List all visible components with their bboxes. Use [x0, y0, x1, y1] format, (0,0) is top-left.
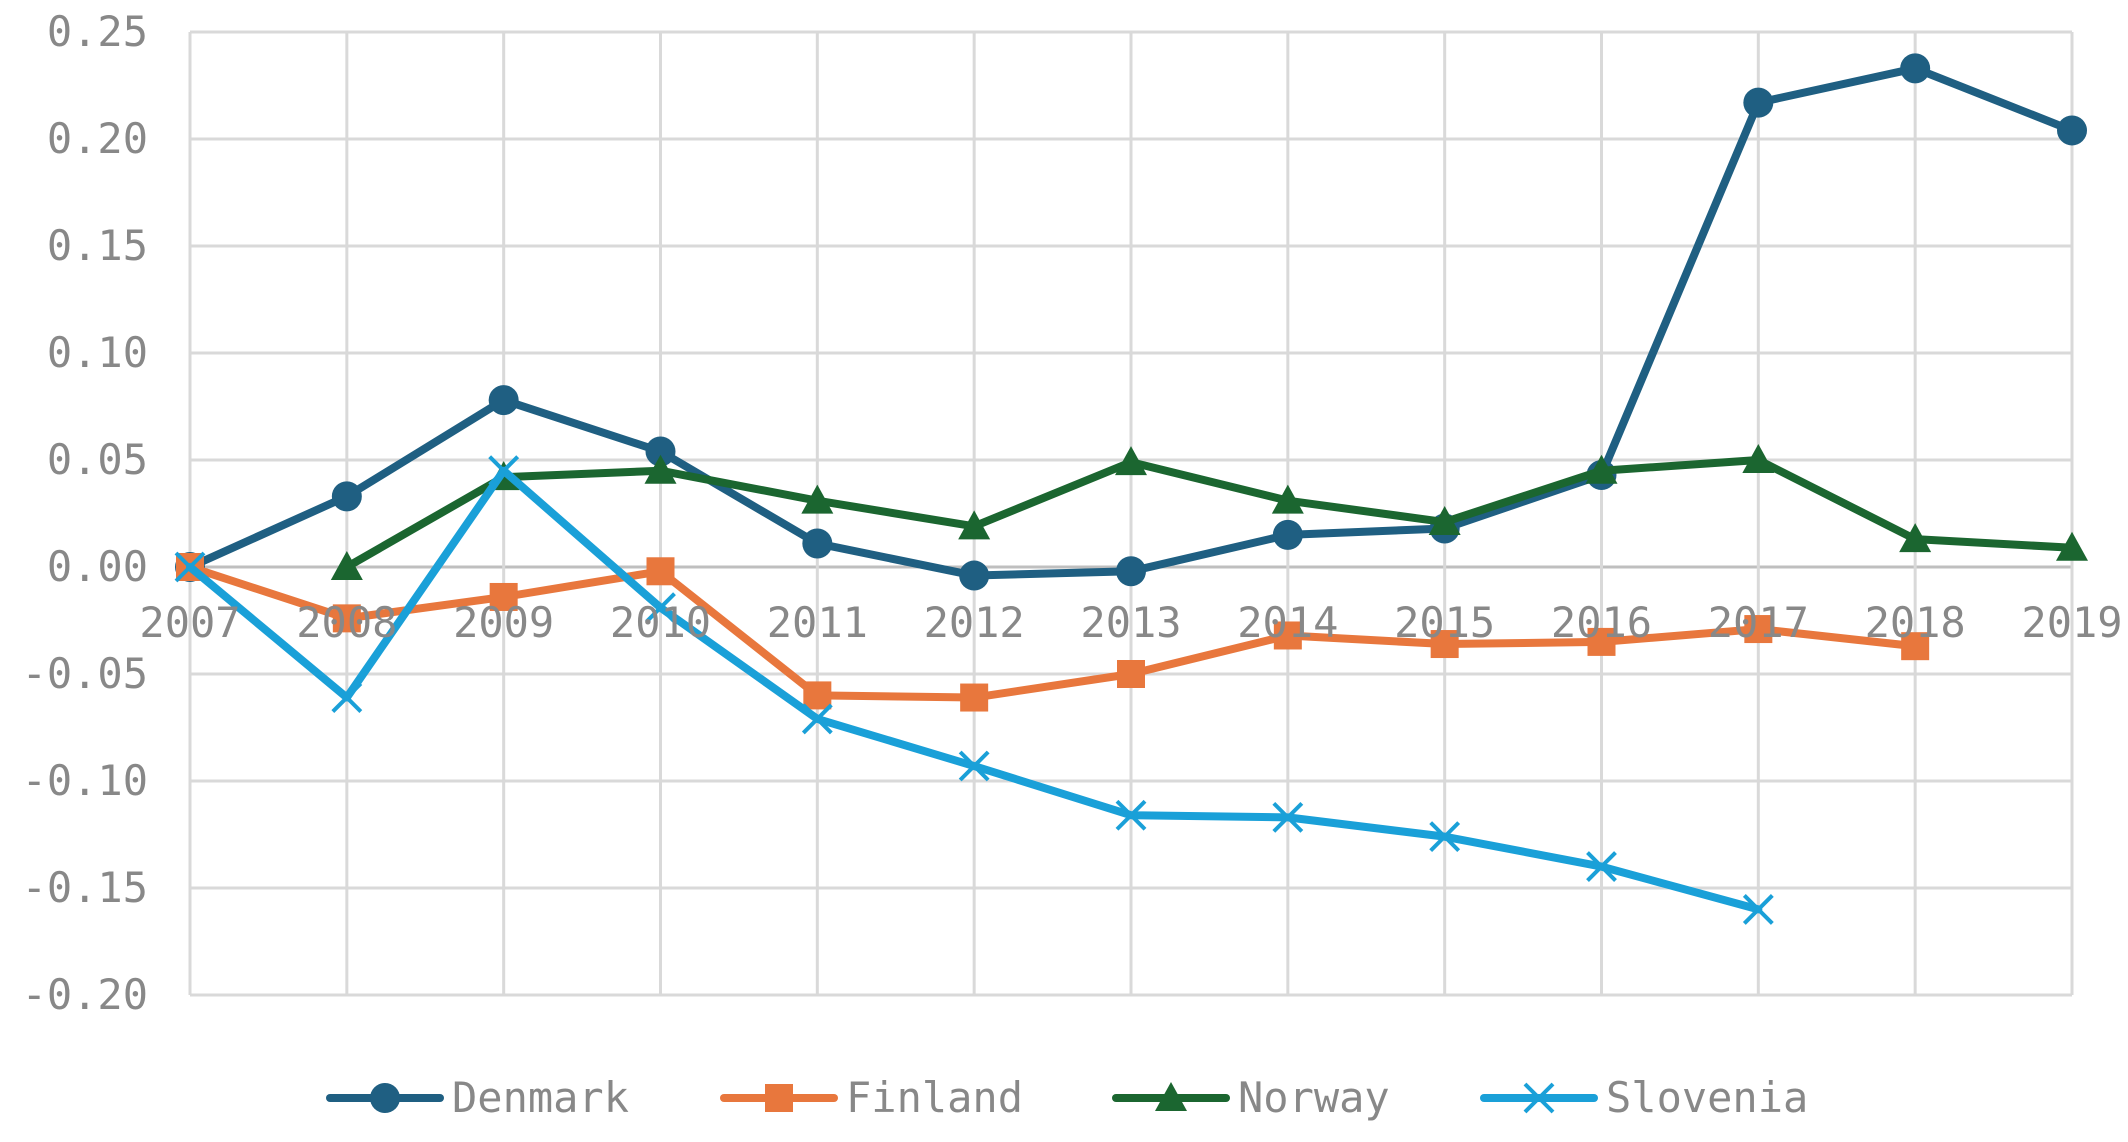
finland-point	[1587, 627, 1616, 656]
finland-line	[186, 563, 1920, 702]
slovenia-point	[331, 682, 363, 713]
norway-point	[2056, 531, 2088, 561]
finland-point	[646, 557, 675, 586]
finland-point	[489, 582, 518, 611]
norway-point	[1899, 523, 1932, 553]
denmark-point	[1900, 53, 1931, 84]
x-tick-label: 2015	[1394, 598, 1495, 647]
norway-point	[644, 454, 677, 484]
y-tick-label: 0.25	[47, 7, 148, 56]
norway-point	[1115, 446, 1147, 476]
denmark-point	[802, 528, 833, 559]
x-tick-label: 2008	[296, 598, 397, 647]
y-tick-label: 0.05	[47, 435, 148, 484]
y-tick-label: 0.10	[47, 328, 148, 377]
denmark-point	[331, 481, 362, 512]
legend-item-finland: Finland	[720, 1073, 1023, 1122]
legend-marker	[1523, 1082, 1555, 1114]
denmark-point	[1743, 87, 1774, 118]
legend-marker	[1155, 1082, 1187, 1111]
legend: Denmark Finland Norway Slovenia	[326, 1073, 1808, 1122]
norway-point	[1271, 484, 1304, 514]
legend-item-denmark: Denmark	[326, 1073, 629, 1122]
finland-point	[1273, 621, 1302, 650]
slovenia-point	[488, 455, 520, 487]
slovenia-point	[801, 703, 833, 735]
slovenia-point	[1586, 851, 1617, 883]
x-tick-label: 2007	[139, 598, 240, 647]
denmark-point	[959, 560, 990, 591]
legend-label: Finland	[846, 1073, 1023, 1122]
x-tick-label: 2009	[453, 598, 554, 647]
norway-point	[1428, 506, 1461, 536]
finland-point	[1430, 630, 1459, 659]
x-tick-label: 2018	[1865, 598, 1966, 647]
legend-label: Slovenia	[1606, 1073, 1808, 1122]
finland-point	[332, 604, 361, 633]
y-tick-label: -0.15	[22, 863, 148, 912]
slovenia-point	[1272, 801, 1304, 833]
x-tick-label: 2011	[767, 598, 868, 647]
x-tick-label: 2010	[610, 598, 711, 647]
y-tick-label: 0.15	[47, 221, 148, 270]
denmark-point	[488, 385, 519, 416]
x-axis: 2007 2008 2009 2010 2011 2012 2013 2014 2015 2016…	[139, 598, 2122, 647]
series-slovenia	[174, 455, 1774, 925]
slovenia-point	[1742, 893, 1774, 925]
slovenia-point	[1115, 799, 1147, 831]
y-tick-label: -0.10	[22, 756, 148, 805]
slovenia-point	[958, 750, 990, 782]
finland-point	[1117, 660, 1145, 688]
denmark-point	[2057, 115, 2087, 146]
finland-point	[960, 683, 989, 712]
denmark-point	[1272, 519, 1303, 550]
legend-item-norway: Norway	[1112, 1073, 1390, 1122]
x-tick-label: 2014	[1237, 598, 1338, 647]
x-tick-label: 2016	[1551, 598, 1652, 647]
slovenia-point	[1429, 821, 1461, 853]
slovenia-point	[645, 592, 676, 624]
finland-point	[1901, 632, 1930, 661]
finland-point	[803, 681, 832, 710]
denmark-point	[1116, 556, 1146, 587]
y-tick-label: -0.05	[22, 649, 148, 698]
y-tick-label: -0.20	[22, 970, 148, 1019]
legend-label: Denmark	[452, 1073, 629, 1122]
legend-marker	[765, 1084, 793, 1112]
x-tick-label: 2019	[2021, 598, 2122, 647]
x-tick-label: 2012	[924, 598, 1025, 647]
y-tick-label: 0.20	[47, 114, 148, 163]
norway-point	[1742, 444, 1775, 473]
norway-point	[801, 484, 834, 514]
norway-point	[330, 551, 363, 580]
x-tick-label: 2017	[1708, 598, 1809, 647]
series-layer	[174, 53, 2088, 925]
legend-marker	[370, 1083, 400, 1113]
denmark-point	[645, 436, 676, 467]
legend-item-slovenia: Slovenia	[1480, 1073, 1808, 1122]
norway-line	[342, 456, 2076, 571]
norway-point	[958, 510, 991, 540]
legend-label: Norway	[1238, 1073, 1390, 1122]
y-axis: 0.25 0.20 0.15 0.10 0.05 0.00 -0.05 -0.10 -0.15 -…	[22, 7, 148, 1019]
slovenia-point	[174, 551, 206, 583]
x-tick-label: 2013	[1080, 598, 1181, 647]
y-tick-label: 0.00	[47, 542, 148, 591]
series-norway	[330, 444, 2088, 580]
norway-point	[1585, 454, 1618, 484]
finland-point	[1744, 615, 1773, 644]
